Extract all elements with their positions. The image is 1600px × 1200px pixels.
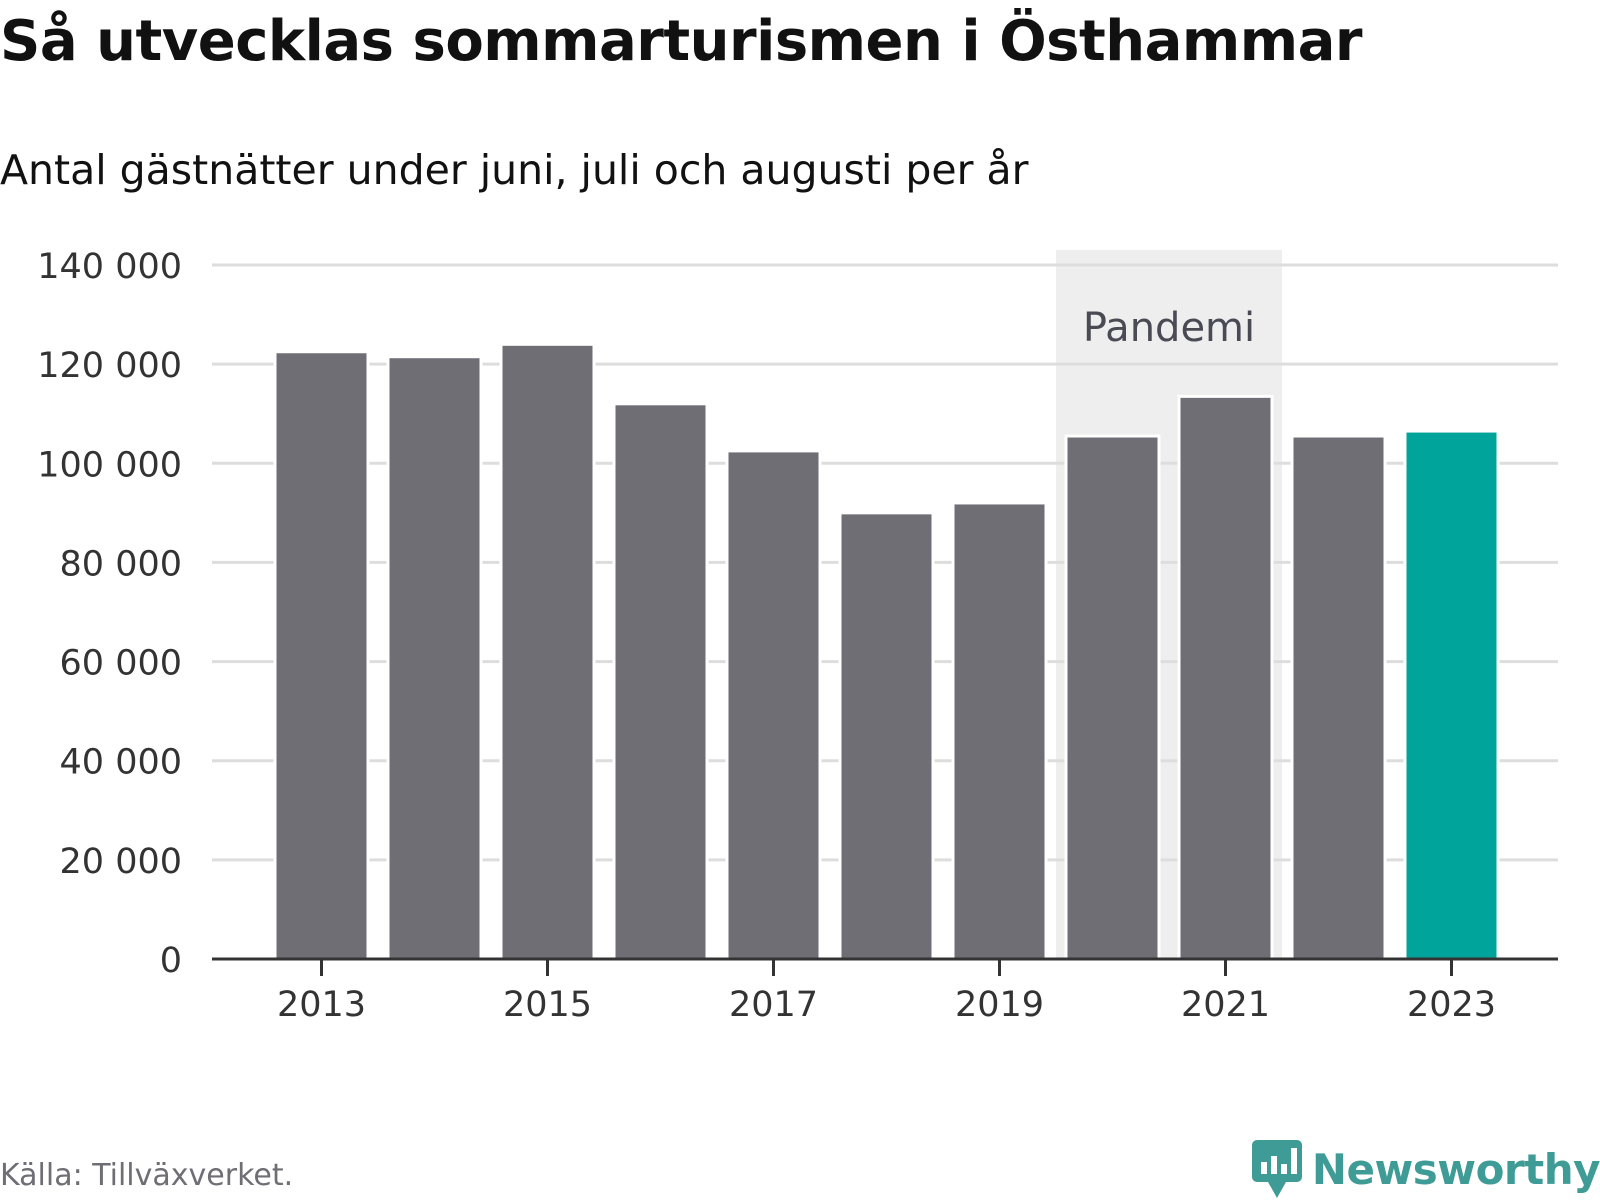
bars: [273, 342, 1500, 961]
y-tick-label: 40 000: [60, 743, 182, 783]
bar-2016: [612, 402, 709, 961]
bar-2019: [951, 501, 1048, 961]
x-tick-label: 2021: [1181, 985, 1270, 1025]
bar-2013: [273, 350, 370, 961]
y-tick-label: 80 000: [60, 544, 182, 584]
bar-2018: [838, 511, 935, 961]
y-tick-label: 60 000: [60, 644, 182, 684]
bar-2015: [499, 342, 596, 961]
y-tick-label: 100 000: [37, 445, 182, 485]
bar-2022: [1290, 434, 1387, 961]
axes: 2013 2015 2017 2019 2021 2023: [212, 957, 1558, 1025]
x-tick-label: 2023: [1407, 985, 1496, 1025]
bar-2020: [1064, 434, 1161, 961]
bar-2021: [1177, 394, 1274, 961]
bar-2014: [386, 355, 483, 961]
x-tick-label: 2013: [277, 985, 366, 1025]
x-tick-label: 2017: [729, 985, 818, 1025]
chart-title: Så utvecklas sommarturismen i Östhammar: [0, 9, 1363, 74]
y-tick-label: 0: [160, 941, 182, 981]
x-tick-label: 2019: [955, 985, 1044, 1025]
bar-chart-speech-bubble-icon: [1251, 1140, 1302, 1198]
pandemic-label: Pandemi: [1083, 305, 1255, 351]
y-tick-label: 140 000: [37, 247, 182, 287]
y-tick-label: 120 000: [37, 346, 182, 386]
bar-chart: Pandemi 0 20 000 40 000 60 000 80 000 100 000…: [37, 247, 1558, 1025]
chart-subtitle: Antal gästnätter under juni, juli och au…: [0, 146, 1029, 194]
source-note: Källa: Tillväxverket.: [0, 1158, 294, 1193]
bar-2017: [725, 449, 822, 961]
x-tick-label: 2015: [503, 985, 592, 1025]
y-tick-label: 20 000: [60, 842, 182, 882]
bar-2023: [1403, 429, 1500, 961]
brand-logo-link[interactable]: Newsworthy: [1251, 1140, 1600, 1198]
brand-name: Newsworthy: [1311, 1144, 1600, 1194]
